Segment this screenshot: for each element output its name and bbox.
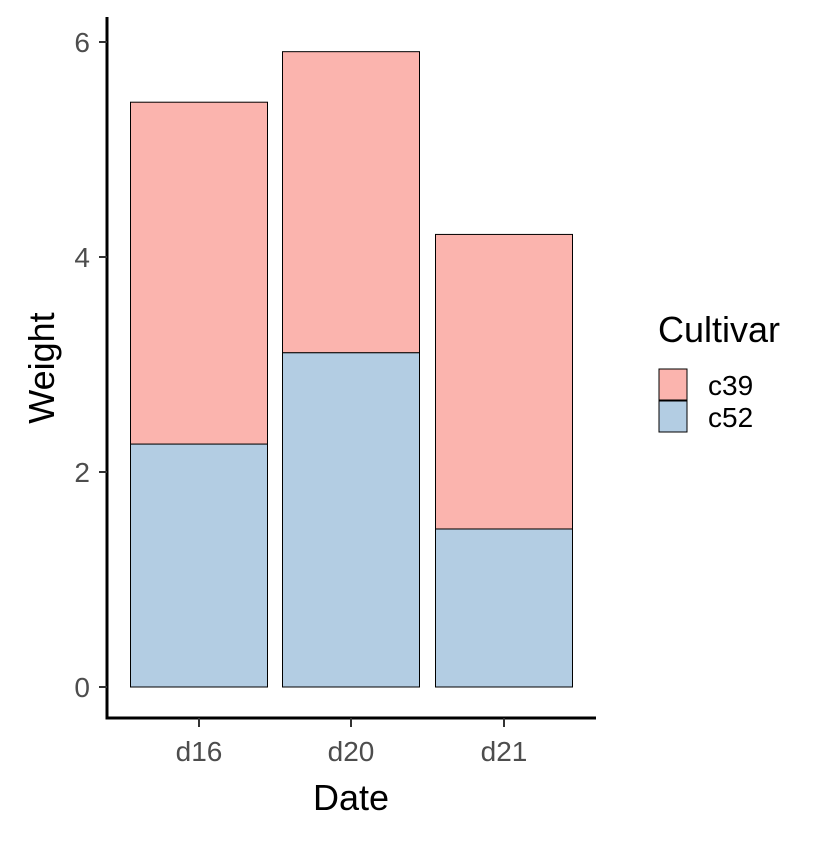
x-tick-label-d21: d21 [481,736,528,767]
y-axis-title: Weight [21,312,62,423]
legend-key-c52 [658,400,688,433]
legend-label-c52: c52 [708,402,753,433]
bar-d16-c52 [130,443,268,688]
y-ticks: 0 2 4 6 [74,27,107,703]
axes-layer: 0 2 4 6 d16 d20 d21 [74,17,596,767]
x-tick-label-d16: d16 [176,736,223,767]
bar-d16-c39 [130,101,268,445]
y-tick-label-4: 4 [74,242,90,273]
y-tick-label-6: 6 [74,27,90,58]
legend-title: Cultivar [658,309,780,350]
legend-label-c39: c39 [708,370,753,401]
x-tick-label-d20: d20 [328,736,375,767]
legend-key-c39 [658,368,688,401]
bar-d20-c52 [282,352,420,688]
bar-d20-c39 [282,51,420,354]
x-axis-title: Date [313,777,389,818]
bars-layer [130,51,573,688]
y-tick-label-2: 2 [74,457,90,488]
bar-d21-c39 [435,233,573,530]
x-ticks: d16 d20 d21 [176,718,528,767]
bar-d21-c52 [435,528,573,688]
y-tick-label-0: 0 [74,672,90,703]
